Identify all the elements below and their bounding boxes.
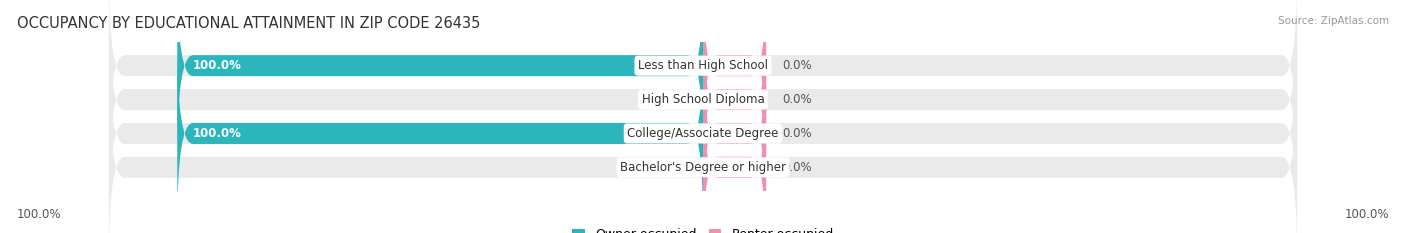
Text: High School Diploma: High School Diploma — [641, 93, 765, 106]
FancyBboxPatch shape — [108, 76, 1298, 233]
Text: OCCUPANCY BY EDUCATIONAL ATTAINMENT IN ZIP CODE 26435: OCCUPANCY BY EDUCATIONAL ATTAINMENT IN Z… — [17, 16, 481, 31]
Legend: Owner-occupied, Renter-occupied: Owner-occupied, Renter-occupied — [572, 229, 834, 233]
Text: 0.0%: 0.0% — [782, 161, 811, 174]
FancyBboxPatch shape — [703, 8, 766, 191]
FancyBboxPatch shape — [177, 0, 703, 157]
Text: 100.0%: 100.0% — [193, 127, 242, 140]
FancyBboxPatch shape — [703, 42, 766, 225]
FancyBboxPatch shape — [108, 0, 1298, 157]
Text: 0.0%: 0.0% — [658, 93, 688, 106]
Text: College/Associate Degree: College/Associate Degree — [627, 127, 779, 140]
Text: Bachelor's Degree or higher: Bachelor's Degree or higher — [620, 161, 786, 174]
Text: 100.0%: 100.0% — [193, 59, 242, 72]
FancyBboxPatch shape — [703, 76, 766, 233]
FancyBboxPatch shape — [108, 42, 1298, 225]
Text: Source: ZipAtlas.com: Source: ZipAtlas.com — [1278, 16, 1389, 26]
FancyBboxPatch shape — [108, 8, 1298, 191]
Text: 0.0%: 0.0% — [782, 93, 811, 106]
Text: 100.0%: 100.0% — [17, 208, 62, 221]
Text: 0.0%: 0.0% — [658, 161, 688, 174]
FancyBboxPatch shape — [177, 42, 703, 225]
FancyBboxPatch shape — [703, 0, 766, 157]
Text: 0.0%: 0.0% — [782, 59, 811, 72]
Text: 0.0%: 0.0% — [782, 127, 811, 140]
Text: 100.0%: 100.0% — [1344, 208, 1389, 221]
Text: Less than High School: Less than High School — [638, 59, 768, 72]
